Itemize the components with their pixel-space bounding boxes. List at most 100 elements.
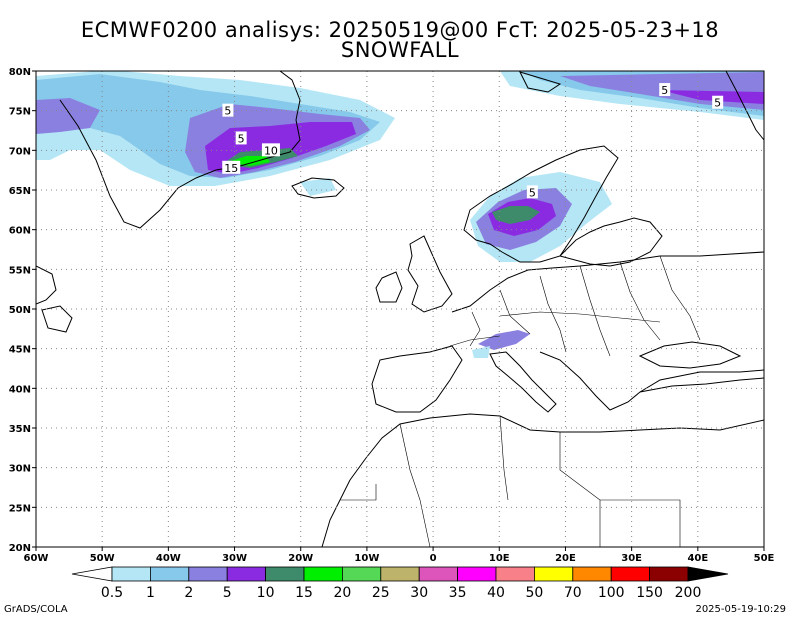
colorbar-swatch [534, 566, 574, 582]
colorbar-swatch [418, 566, 459, 582]
colorbar-swatch [495, 566, 535, 582]
country-borders [340, 255, 701, 547]
contour-label-bg [222, 103, 234, 117]
ireland-coast [375, 271, 403, 303]
great-britain-coast [407, 235, 453, 313]
colorbar-label: 1 [146, 585, 155, 601]
colorbar-label: 15 [295, 585, 313, 601]
lat-tick-label: 25N [9, 503, 31, 514]
lat-tick-label: 60N [9, 226, 31, 237]
contour-label: 5 [714, 97, 721, 110]
lat-tick-label: 80N [9, 67, 31, 78]
lon-tick-label: 0 [430, 553, 437, 564]
greenland-coast [59, 71, 301, 229]
italy-coast [489, 351, 557, 413]
lon-tick-label: 30E [621, 553, 642, 564]
colorbar-label: 0.5 [101, 585, 123, 601]
contour-label-bg [235, 131, 247, 145]
lon-tick-label: 30W [222, 553, 247, 564]
colorbar-swatch [649, 566, 689, 582]
lon-tick-label: 10E [489, 553, 510, 564]
lat-tick-label: 35N [9, 424, 31, 435]
latitude-labels: 80N 75N 70N 65N 60N 55N 50N 45N 40N 35N 30N 25N 20N [9, 67, 36, 554]
lon-tick-label: 50W [90, 553, 115, 564]
contour-label: 15 [224, 162, 238, 175]
coastlines [36, 71, 764, 547]
colorbar-label: 2 [184, 585, 193, 601]
colorbar-label: 50 [525, 585, 543, 601]
colorbar-label: 10 [257, 585, 275, 601]
colorbar-over-arrow [687, 566, 729, 582]
black-sea-coast [638, 341, 742, 369]
balkans-coast [539, 351, 764, 411]
lat-tick-label: 20N [9, 543, 31, 554]
na-labrador-coast [36, 265, 57, 305]
contour-label: 5 [661, 84, 668, 97]
snow-field-alps-light [472, 346, 490, 358]
na-newfoundland-coast [41, 305, 73, 333]
snow-field-iceland [300, 178, 336, 196]
lon-tick-label: 50E [754, 553, 775, 564]
contour-label-bg [261, 143, 280, 157]
colorbar-swatch [380, 566, 420, 582]
lat-tick-label: 50N [9, 305, 31, 316]
colorbar-swatch [572, 566, 612, 582]
contour-label: 5 [238, 132, 245, 145]
colorbar-swatch [341, 566, 382, 582]
colorbar-label: 5 [223, 585, 232, 601]
colorbar-swatch [149, 566, 190, 582]
colorbar-label: 35 [449, 585, 467, 601]
footer-credit: GrADS/COLA [4, 604, 68, 615]
lat-tick-label: 70N [9, 146, 31, 157]
colorbar-label: 100 [598, 585, 625, 601]
border-lines [340, 255, 701, 547]
lat-tick-label: 30N [9, 464, 31, 475]
colorbar-label: 150 [636, 585, 663, 601]
contour-label-bg [659, 83, 671, 97]
lon-tick-label: 40W [156, 553, 181, 564]
iceland-coast [291, 177, 345, 199]
map-variable: SNOWFALL [340, 38, 460, 62]
iberia-coast [371, 345, 463, 413]
colorbar-under-arrow [71, 566, 113, 582]
colorbar: 0.5 1 2 5 10 15 20 25 30 35 40 50 70 100 150 200 [71, 566, 729, 601]
contour-label-bg [712, 95, 724, 109]
colorbar-swatch [457, 566, 497, 582]
scandinavia-coast [463, 145, 619, 263]
colorbar-swatch [226, 566, 266, 582]
contour-label-bg [222, 160, 241, 174]
contour-labels: 5 5 10 15 5 5 5 [222, 83, 724, 199]
contour-label-bg [526, 185, 538, 199]
colorbar-swatch [111, 566, 151, 582]
lon-tick-label: 10W [354, 553, 379, 564]
colorbar-swatch [303, 566, 343, 582]
lat-tick-label: 55N [9, 265, 31, 276]
lon-tick-label: 20E [555, 553, 576, 564]
colorbar-label: 30 [410, 585, 428, 601]
colorbar-label: 70 [564, 585, 582, 601]
colorbar-label: 200 [675, 585, 702, 601]
novaya-zemlya-coast [725, 71, 764, 141]
baltic-coast [559, 217, 663, 267]
svalbard-coast [519, 71, 562, 93]
lon-tick-label: 60W [24, 553, 49, 564]
colorbar-swatch [188, 566, 228, 582]
lat-tick-label: 65N [9, 186, 31, 197]
colorbar-swatch [610, 566, 651, 582]
contour-label: 5 [224, 105, 231, 118]
colorbar-label: 25 [372, 585, 390, 601]
snowfall-fields [36, 71, 764, 358]
lat-tick-label: 40N [9, 384, 31, 395]
north-africa-coast [339, 413, 764, 501]
lon-tick-label: 40E [687, 553, 708, 564]
lon-tick-label: 20W [288, 553, 313, 564]
snow-field-alps [478, 330, 530, 350]
longitude-labels: 60W 50W 40W 30W 20W 10W 0 10E 20E 30E 40E 50E [24, 547, 775, 564]
west-africa-coast [321, 499, 341, 547]
colorbar-swatch [265, 566, 305, 582]
colorbar-label: 20 [333, 585, 351, 601]
contour-label: 5 [529, 186, 536, 199]
continental-europe-coast [451, 251, 764, 313]
lat-tick-label: 45N [9, 345, 31, 356]
